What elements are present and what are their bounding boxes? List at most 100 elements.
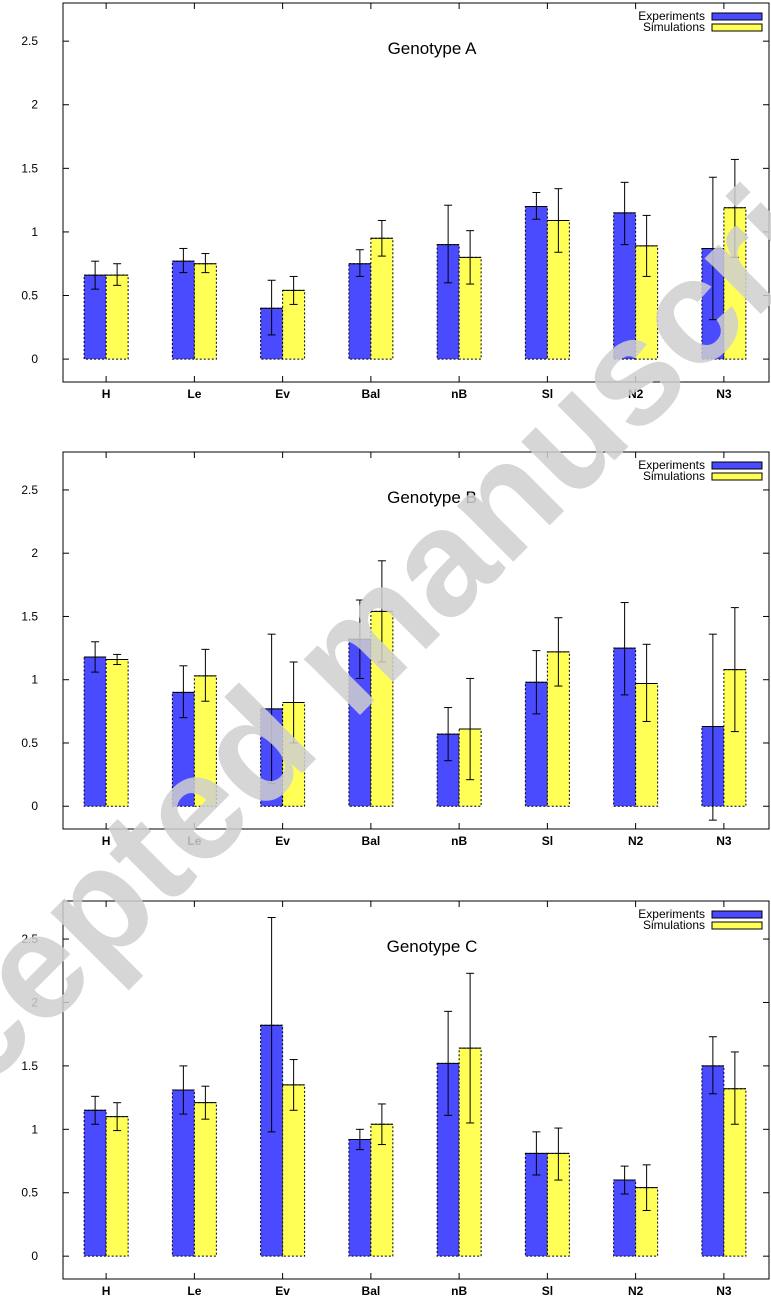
y-tick-label: 0.5 xyxy=(21,1186,38,1200)
experiment-bar xyxy=(171,691,195,807)
simulation-bar xyxy=(635,245,659,360)
panel-title: Genotype B xyxy=(387,488,477,507)
legend-swatch-experiments xyxy=(711,910,763,919)
legend-label-experiments: Experiments xyxy=(638,907,705,921)
legend-swatch-simulations xyxy=(711,472,763,481)
simulation-bar xyxy=(370,610,394,807)
y-tick-label: 2.5 xyxy=(21,34,38,48)
x-tick-label: N3 xyxy=(716,1284,732,1298)
x-tick-label: Ev xyxy=(275,834,290,848)
simulation-bar xyxy=(105,1116,129,1257)
legend-label-simulations: Simulations xyxy=(643,918,705,932)
panel-title: Genotype A xyxy=(388,39,478,58)
simulation-bar xyxy=(635,683,659,807)
simulation-bar xyxy=(546,1152,570,1257)
x-tick-label: N2 xyxy=(628,1284,644,1298)
experiment-bar xyxy=(436,244,460,360)
y-tick-label: 0 xyxy=(31,352,38,366)
legend-swatch-simulations xyxy=(711,23,763,32)
experiment-bar xyxy=(613,212,637,360)
experiment-bar xyxy=(83,274,107,360)
simulation-bar xyxy=(282,701,306,807)
x-tick-label: Le xyxy=(187,834,201,848)
simulation-bar xyxy=(546,651,570,807)
chart-panel-2: 0 0.5 1 1.5 2 2.5 H Le Ev Bal nB Sl N2 N3 Genotype B Ex… xyxy=(21,451,770,848)
y-tick-label: 2 xyxy=(31,995,38,1009)
simulation-bar xyxy=(193,675,217,807)
legend-swatch-simulations xyxy=(711,921,763,930)
y-tick-label: 1.5 xyxy=(21,161,38,175)
y-tick-label: 2.5 xyxy=(21,932,38,946)
simulation-bar xyxy=(723,207,747,360)
y-tick-label: 0.5 xyxy=(21,289,38,303)
plot-frame xyxy=(62,900,770,1280)
x-tick-label: nB xyxy=(451,387,467,401)
x-tick-label: N2 xyxy=(628,387,644,401)
x-tick-label: H xyxy=(102,834,111,848)
simulation-bar xyxy=(282,289,306,360)
legend-label-experiments: Experiments xyxy=(638,458,705,472)
simulation-bar xyxy=(193,1102,217,1257)
y-tick-label: 1 xyxy=(31,225,38,239)
y-tick-label: 1 xyxy=(31,1122,38,1136)
simulation-bar xyxy=(723,1088,747,1257)
x-tick-label: Sl xyxy=(542,834,553,848)
watermark-text: Accepted manuscript xyxy=(0,55,771,1252)
y-tick-label: 1 xyxy=(31,673,38,687)
simulation-bar xyxy=(458,1047,482,1257)
chart-panels: 0 0.5 1 1.5 2 2.5 H Le Ev Bal nB Sl N2 N3 Genotype A Ex… xyxy=(21,2,770,1298)
y-tick-label: 0 xyxy=(31,1249,38,1263)
simulation-bar xyxy=(546,219,570,360)
x-tick-label: H xyxy=(102,387,111,401)
x-tick-label: Ev xyxy=(275,1284,290,1298)
x-tick-label: N3 xyxy=(716,834,732,848)
experiment-bar xyxy=(524,681,548,807)
experiment-bar xyxy=(348,263,372,360)
legend-label-simulations: Simulations xyxy=(643,469,705,483)
y-tick-label: 2 xyxy=(31,546,38,560)
x-tick-label: Le xyxy=(187,387,201,401)
simulation-bar xyxy=(370,1123,394,1257)
simulation-bar xyxy=(193,263,217,360)
simulation-bar xyxy=(723,669,747,807)
y-tick-label: 0 xyxy=(31,799,38,813)
experiment-bar xyxy=(701,1065,725,1257)
x-tick-label: N3 xyxy=(716,387,732,401)
x-tick-label: N2 xyxy=(628,834,644,848)
simulation-bar xyxy=(105,658,129,807)
x-tick-label: H xyxy=(102,1284,111,1298)
simulation-bar xyxy=(282,1084,306,1257)
chart-panel-1: 0 0.5 1 1.5 2 2.5 H Le Ev Bal nB Sl N2 N3 Genotype A Ex… xyxy=(21,2,770,401)
x-tick-label: Bal xyxy=(362,834,381,848)
plot-frame xyxy=(62,2,770,383)
simulation-bar xyxy=(458,256,482,360)
panel-title: Genotype C xyxy=(387,937,478,956)
x-tick-label: nB xyxy=(451,834,467,848)
x-tick-label: Sl xyxy=(542,387,553,401)
simulation-bar xyxy=(105,274,129,360)
x-tick-label: Ev xyxy=(275,387,290,401)
experiment-bar xyxy=(171,260,195,360)
experiment-bar xyxy=(436,1062,460,1257)
simulation-bar xyxy=(635,1187,659,1257)
y-tick-label: 1.5 xyxy=(21,609,38,623)
chart-panel-3: 0 0.5 1 1.5 2 2.5 H Le Ev Bal nB Sl N2 N3 Genotype C Ex… xyxy=(21,900,770,1298)
legend-swatch-experiments xyxy=(711,461,763,470)
experiment-bar xyxy=(348,1138,372,1257)
x-tick-label: Sl xyxy=(542,1284,553,1298)
x-tick-label: Bal xyxy=(362,1284,381,1298)
plot-frame xyxy=(62,451,770,830)
y-tick-label: 2 xyxy=(31,98,38,112)
legend-swatch-experiments xyxy=(711,12,763,21)
x-tick-label: nB xyxy=(451,1284,467,1298)
y-tick-label: 2.5 xyxy=(21,483,38,497)
simulation-bar xyxy=(370,237,394,360)
legend-label-simulations: Simulations xyxy=(643,20,705,34)
experiment-bar xyxy=(171,1089,195,1257)
y-tick-label: 1.5 xyxy=(21,1059,38,1073)
experiment-bar xyxy=(83,1109,107,1257)
y-tick-label: 0.5 xyxy=(21,736,38,750)
experiment-bar xyxy=(436,733,460,807)
x-tick-label: Bal xyxy=(362,387,381,401)
